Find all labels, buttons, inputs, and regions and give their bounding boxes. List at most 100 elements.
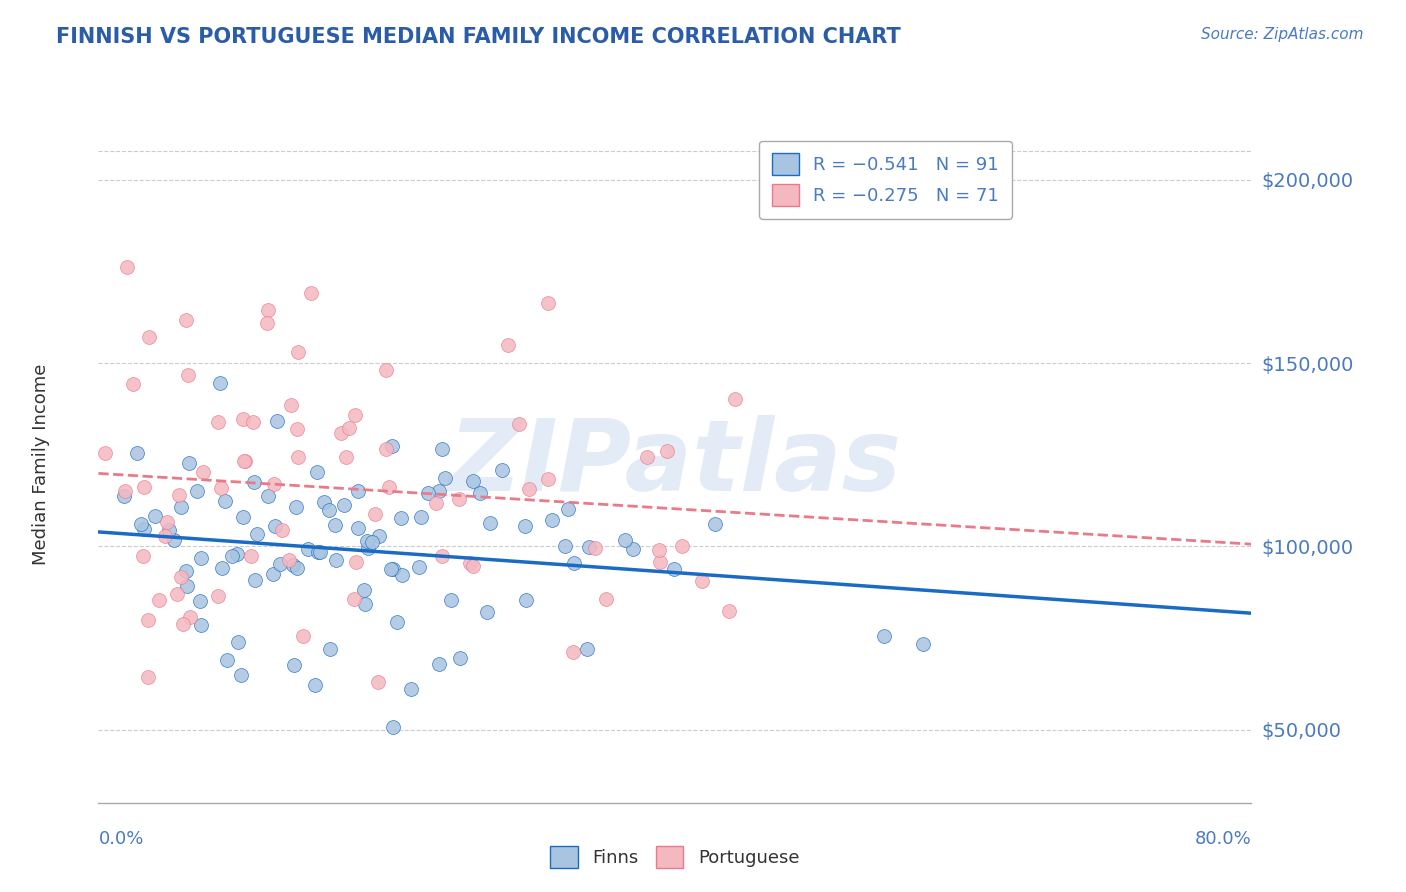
Point xyxy=(440,592,463,607)
Point xyxy=(318,502,340,516)
Point xyxy=(911,637,934,651)
Point xyxy=(648,555,671,569)
Point xyxy=(179,456,201,470)
Point xyxy=(226,634,249,648)
Point xyxy=(186,483,208,498)
Point xyxy=(378,480,401,494)
Point xyxy=(209,376,232,390)
Point xyxy=(578,540,600,554)
Point xyxy=(190,550,212,565)
Point xyxy=(554,539,576,553)
Point xyxy=(207,590,229,604)
Point xyxy=(138,330,160,344)
Text: Median Family Income: Median Family Income xyxy=(32,363,49,565)
Point xyxy=(264,519,287,533)
Text: Source: ZipAtlas.com: Source: ZipAtlas.com xyxy=(1201,27,1364,42)
Point xyxy=(517,482,540,496)
Point xyxy=(557,502,579,516)
Point xyxy=(188,594,211,608)
Point xyxy=(170,500,193,514)
Point xyxy=(703,516,725,531)
Point xyxy=(174,312,197,326)
Point xyxy=(242,475,264,489)
Point xyxy=(132,549,155,563)
Point xyxy=(246,527,269,541)
Point xyxy=(515,592,537,607)
Point xyxy=(409,510,432,524)
Point xyxy=(136,613,159,627)
Point xyxy=(636,450,658,465)
Point xyxy=(343,591,366,606)
Point xyxy=(475,605,498,619)
Point xyxy=(211,560,233,574)
Point xyxy=(172,616,194,631)
Point xyxy=(418,486,440,500)
Point xyxy=(367,674,389,689)
Point xyxy=(353,582,375,597)
Point xyxy=(297,541,319,556)
Point xyxy=(583,541,606,556)
Point xyxy=(307,545,329,559)
Point xyxy=(166,587,188,601)
Point xyxy=(281,558,304,573)
Point xyxy=(380,562,402,576)
Point xyxy=(430,442,453,456)
Point xyxy=(724,392,747,406)
Point xyxy=(114,483,136,498)
Point xyxy=(344,555,367,569)
Point xyxy=(537,472,560,486)
Point xyxy=(312,495,335,509)
Point xyxy=(343,408,366,422)
Point xyxy=(257,303,280,318)
Point xyxy=(664,561,686,575)
Point xyxy=(468,485,491,500)
Point xyxy=(425,496,447,510)
Point xyxy=(285,422,308,436)
Point xyxy=(232,509,254,524)
Point xyxy=(156,515,179,529)
Point xyxy=(169,488,191,502)
Point xyxy=(717,604,740,618)
Point xyxy=(621,542,644,557)
Point xyxy=(319,642,342,657)
Point xyxy=(229,667,252,681)
Point xyxy=(873,629,896,643)
Point xyxy=(576,642,599,657)
Point xyxy=(214,494,236,508)
Point xyxy=(232,411,254,425)
Point xyxy=(491,463,513,477)
Text: 80.0%: 80.0% xyxy=(1195,830,1251,847)
Point xyxy=(357,541,380,555)
Point xyxy=(266,414,288,428)
Point xyxy=(458,556,481,570)
Point xyxy=(540,513,562,527)
Point xyxy=(287,344,309,359)
Point xyxy=(496,338,519,352)
Point xyxy=(155,529,177,543)
Point xyxy=(330,425,353,440)
Point xyxy=(233,453,256,467)
Point xyxy=(122,376,145,391)
Point xyxy=(148,593,170,607)
Point xyxy=(323,517,346,532)
Point xyxy=(647,543,669,558)
Point xyxy=(657,444,679,458)
Point xyxy=(299,285,322,300)
Text: 0.0%: 0.0% xyxy=(98,830,143,847)
Point xyxy=(190,618,212,632)
Point xyxy=(361,535,384,549)
Point xyxy=(221,549,243,563)
Point xyxy=(381,721,404,735)
Point xyxy=(374,442,396,456)
Point xyxy=(283,658,305,673)
Point xyxy=(285,561,308,575)
Point xyxy=(257,489,280,503)
Point xyxy=(353,597,375,611)
Point xyxy=(447,492,470,507)
Point xyxy=(179,610,201,624)
Point xyxy=(176,579,198,593)
Point xyxy=(463,558,485,573)
Point xyxy=(125,445,148,459)
Point xyxy=(256,316,278,330)
Point xyxy=(308,545,330,559)
